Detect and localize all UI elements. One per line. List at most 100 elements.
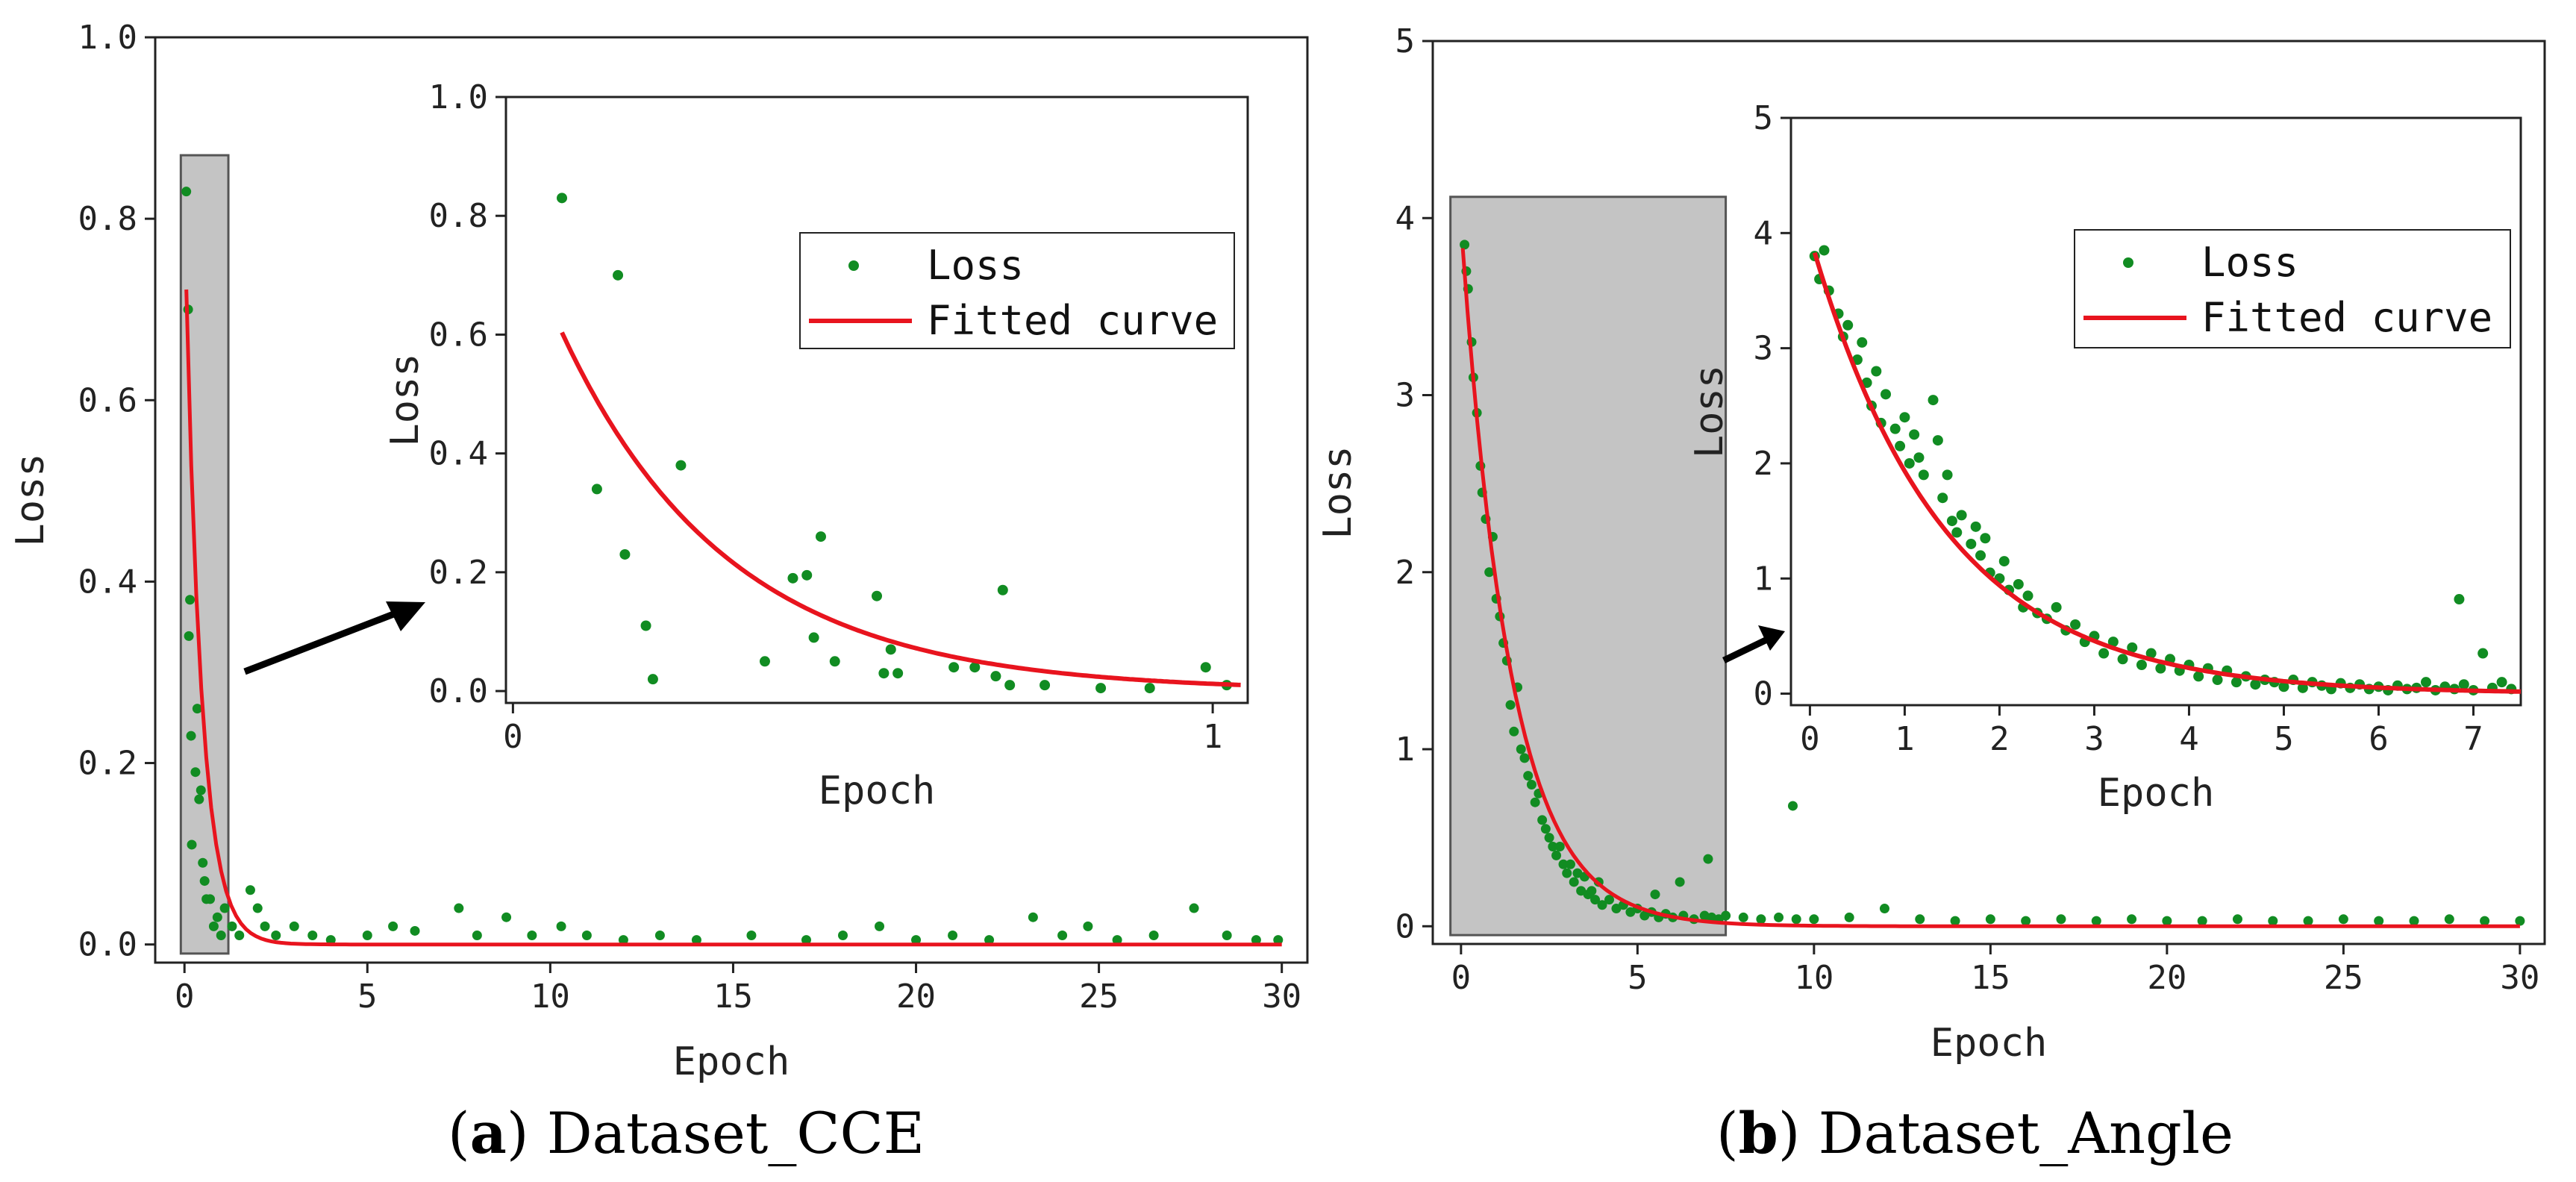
loss-point xyxy=(388,921,398,931)
loss-point xyxy=(454,903,464,913)
loss-point xyxy=(199,876,210,886)
loss-point xyxy=(1756,914,1766,925)
loss-point xyxy=(1200,662,1211,673)
loss-point xyxy=(472,931,482,941)
loss-point xyxy=(2374,916,2384,926)
y-tick-label: 1.0 xyxy=(429,78,488,116)
loss-point xyxy=(1189,903,1199,913)
loss-point xyxy=(1519,753,1530,763)
x-tick-label: 30 xyxy=(1262,978,1301,1016)
loss-point xyxy=(1604,895,1615,905)
loss-point xyxy=(1554,842,1565,852)
loss-point xyxy=(647,674,658,685)
loss-point xyxy=(2230,677,2242,688)
y-tick-label: 1 xyxy=(1395,731,1416,769)
loss-point xyxy=(1950,916,1960,926)
loss-point xyxy=(1904,457,1915,469)
loss-point xyxy=(1530,797,1540,807)
x-tick-label: 3 xyxy=(2084,720,2104,758)
loss-point xyxy=(1028,912,1038,922)
loss-point xyxy=(1928,395,1939,406)
loss-point xyxy=(1251,935,1261,945)
loss-point xyxy=(2278,681,2289,692)
fitted-curve-line xyxy=(1460,248,2520,928)
loss-point xyxy=(1004,680,1016,691)
loss-point xyxy=(2458,679,2469,690)
x-tick-label: 30 xyxy=(2500,959,2539,997)
loss-point xyxy=(997,584,1008,595)
loss-point xyxy=(1484,567,1495,578)
loss-point xyxy=(2107,637,2119,648)
inset-background xyxy=(506,97,1248,703)
loss-point xyxy=(2477,648,2489,659)
loss-point xyxy=(691,935,701,945)
loss-point xyxy=(2162,916,2172,926)
loss-point xyxy=(557,193,568,204)
plot-frame xyxy=(154,36,1309,964)
y-tick-label: 1 xyxy=(1754,560,1774,598)
loss-point xyxy=(1548,842,1558,852)
loss-point xyxy=(2409,916,2419,926)
loss-point xyxy=(1899,412,1910,423)
y-tick-label: 0.0 xyxy=(429,672,488,710)
caption-a-text: Dataset_CCE xyxy=(529,1100,925,1166)
loss-point xyxy=(1721,910,1731,921)
fitted-curve-line xyxy=(560,331,1241,687)
loss-point xyxy=(205,894,216,904)
loss-point xyxy=(1590,895,1601,905)
loss-point xyxy=(196,785,206,795)
loss-point xyxy=(1791,914,1801,925)
loss-point xyxy=(245,885,255,895)
loss-point xyxy=(613,269,624,281)
loss-point xyxy=(1505,700,1516,710)
loss-point xyxy=(1913,452,1925,463)
loss-point xyxy=(2193,671,2204,682)
zoom-highlight-region-b xyxy=(1449,196,1728,936)
loss-point xyxy=(911,935,922,945)
loss-point xyxy=(990,671,1001,682)
loss-point xyxy=(2070,619,2081,630)
loss-point xyxy=(184,631,194,641)
x-tick-label: 0 xyxy=(1800,720,1820,758)
loss-point xyxy=(2145,648,2157,659)
loss-point xyxy=(185,595,196,605)
loss-point xyxy=(2091,916,2101,926)
caption-a: (a) Dataset_CCE xyxy=(448,1100,925,1166)
inset-background xyxy=(1791,118,2521,705)
y-tick-label: 4 xyxy=(1395,199,1416,237)
loss-point xyxy=(829,656,840,667)
loss-point xyxy=(1879,904,1889,914)
y-tick-label: 5 xyxy=(1395,22,1416,60)
loss-point xyxy=(640,620,651,631)
x-tick-label: 20 xyxy=(2147,959,2186,997)
loss-point xyxy=(619,548,631,560)
loss-point xyxy=(1675,877,1685,887)
loss-point xyxy=(1956,510,1967,521)
loss-point xyxy=(234,931,245,941)
x-tick-label: 5 xyxy=(357,978,378,1016)
y-tick-label: 0.2 xyxy=(78,745,137,783)
loss-point xyxy=(1895,440,1906,451)
loss-point xyxy=(969,662,981,673)
plot-frame xyxy=(504,96,1249,704)
caption-a-open: ( xyxy=(448,1100,470,1166)
loss-point xyxy=(1650,889,1660,900)
y-tick-label: 2 xyxy=(1754,445,1774,483)
x-tick-label: 0 xyxy=(503,718,523,756)
y-tick-label: 5 xyxy=(1754,99,1774,137)
loss-point xyxy=(1083,921,1093,931)
loss-point xyxy=(1540,824,1551,834)
loss-point xyxy=(1516,744,1526,754)
loss-point xyxy=(208,921,219,931)
x-axis-label: Epoch xyxy=(819,769,936,813)
loss-point xyxy=(1980,533,1991,544)
loss-point xyxy=(1819,245,1830,256)
x-tick-label: 10 xyxy=(531,978,570,1016)
loss-point xyxy=(1703,854,1713,864)
loss-point xyxy=(1909,429,1920,440)
loss-point xyxy=(801,935,811,945)
plot-frame xyxy=(1789,116,2522,707)
x-tick-label: 20 xyxy=(896,978,936,1016)
loss-point xyxy=(1946,516,1957,527)
